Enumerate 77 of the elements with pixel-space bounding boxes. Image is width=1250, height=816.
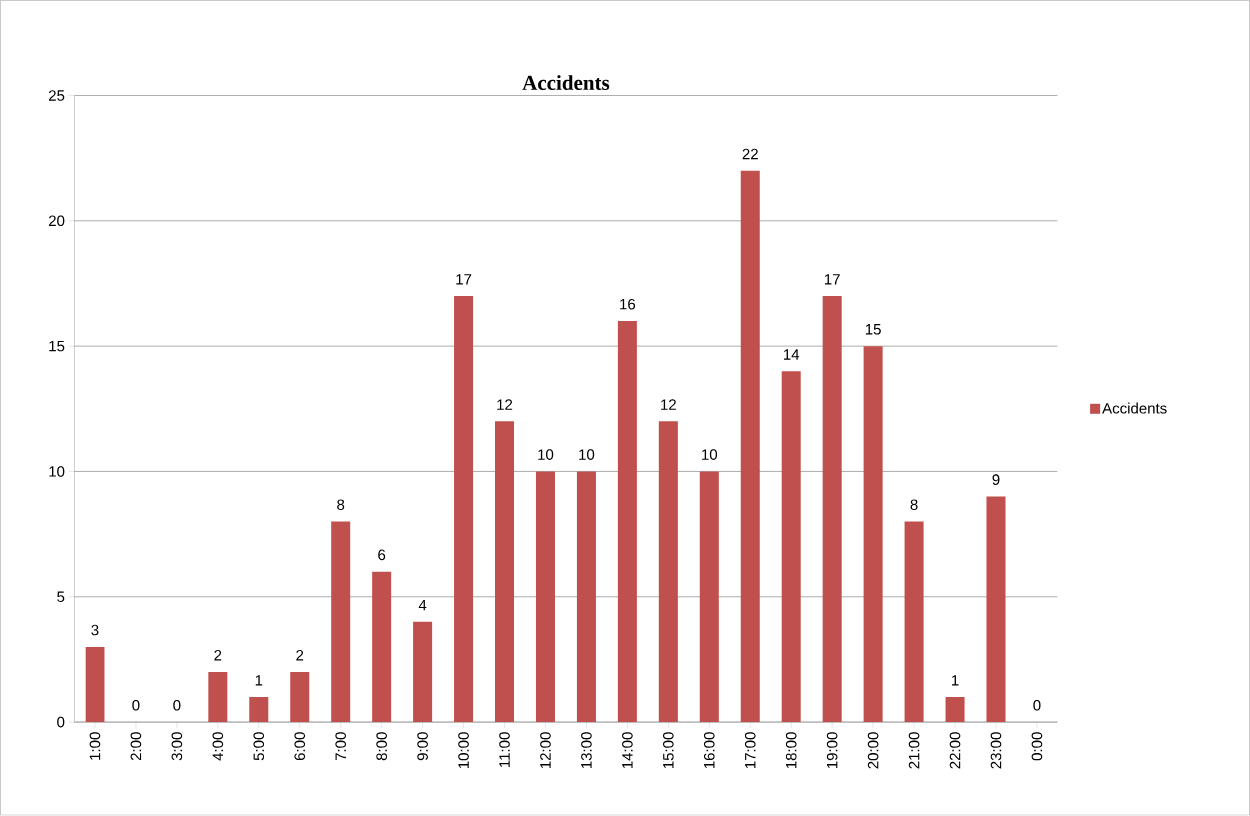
bar xyxy=(822,296,842,723)
y-tick-label: 20 xyxy=(48,215,65,227)
x-tick-label: 8:00 xyxy=(376,732,387,761)
data-label: 4 xyxy=(418,600,427,611)
data-label: 8 xyxy=(910,499,918,511)
data-label: 2 xyxy=(214,650,222,661)
data-label: 10 xyxy=(579,449,595,461)
data-label: 22 xyxy=(742,148,758,160)
x-tick-label: 2:00 xyxy=(130,732,142,761)
x-tick-label: 20:00 xyxy=(867,732,879,769)
bar xyxy=(740,170,760,723)
bar xyxy=(904,521,924,723)
x-tick-label: 5:00 xyxy=(253,732,265,761)
y-tick-label: 10 xyxy=(49,466,65,477)
bar xyxy=(699,471,719,723)
data-label: 17 xyxy=(824,274,840,285)
data-label: 1 xyxy=(952,675,959,686)
bar xyxy=(658,421,678,723)
chart-title: Accidents xyxy=(522,75,610,91)
bar xyxy=(413,622,433,723)
x-tick-label: 1:00 xyxy=(89,732,101,760)
x-tick-label: 17:00 xyxy=(744,732,756,769)
bar xyxy=(945,697,965,723)
y-tick-label: 25 xyxy=(48,90,65,101)
bar xyxy=(85,647,105,723)
data-label: 0 xyxy=(132,700,140,711)
data-label: 14 xyxy=(784,349,800,360)
bar xyxy=(290,672,310,723)
x-tick-label: 15:00 xyxy=(663,732,674,769)
x-tick-label: 3:00 xyxy=(171,732,183,761)
data-label: 17 xyxy=(456,274,472,285)
bar xyxy=(249,697,269,723)
bar xyxy=(454,296,474,723)
x-tick-label: 14:00 xyxy=(622,732,633,769)
bar xyxy=(331,521,351,723)
bar xyxy=(208,672,228,723)
bar xyxy=(617,321,637,723)
x-tick-label: 23:00 xyxy=(990,732,1002,769)
bar xyxy=(986,496,1006,723)
data-label: 0 xyxy=(1033,700,1041,711)
data-label: 15 xyxy=(865,324,881,335)
bar xyxy=(372,571,392,723)
x-tick-label: 18:00 xyxy=(785,732,797,769)
data-label: 0 xyxy=(173,700,181,711)
bar xyxy=(781,371,801,723)
data-label: 10 xyxy=(702,449,718,461)
x-tick-label: 0:00 xyxy=(1031,732,1043,761)
data-label: 16 xyxy=(620,299,636,310)
data-label: 1 xyxy=(255,675,263,686)
x-tick-label: 6:00 xyxy=(294,732,306,761)
data-label: 10 xyxy=(538,449,554,461)
bar xyxy=(863,346,883,723)
legend-label: Accidents xyxy=(1102,402,1167,414)
bar xyxy=(576,471,596,723)
x-tick-label: 16:00 xyxy=(703,732,715,769)
data-label: 3 xyxy=(91,624,99,636)
data-label: 6 xyxy=(378,549,386,561)
data-label: 2 xyxy=(296,650,304,661)
bar xyxy=(535,471,555,723)
x-tick-label: 4:00 xyxy=(212,732,224,761)
data-label: 9 xyxy=(992,474,1000,486)
data-label: 8 xyxy=(337,499,345,511)
x-tick-label: 22:00 xyxy=(949,732,961,769)
x-tick-label: 9:00 xyxy=(417,732,428,761)
data-label: 12 xyxy=(661,399,676,410)
bar xyxy=(495,421,515,723)
x-tick-label: 11:00 xyxy=(499,732,510,768)
x-tick-label: 12:00 xyxy=(540,732,551,769)
data-label: 12 xyxy=(497,399,513,410)
x-tick-label: 19:00 xyxy=(826,732,838,769)
x-tick-label: 10:00 xyxy=(458,732,469,769)
x-tick-label: 13:00 xyxy=(581,732,592,769)
y-tick-label: 0 xyxy=(57,716,65,728)
y-tick-label: 5 xyxy=(57,591,65,603)
x-tick-label: 21:00 xyxy=(908,732,920,769)
y-tick-label: 15 xyxy=(49,341,65,352)
x-tick-label: 7:00 xyxy=(335,732,346,761)
